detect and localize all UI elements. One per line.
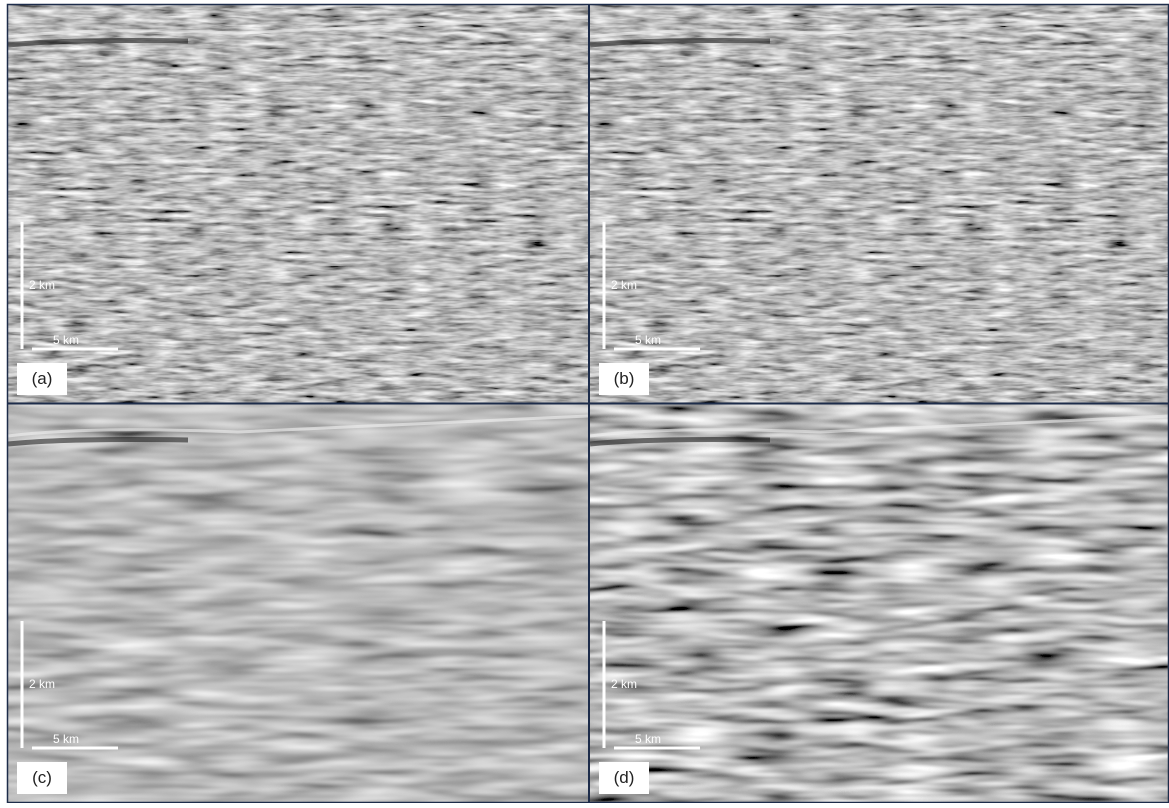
figure: 2 km 5 km (a) 2 km 5 km (b) 2 km 5 km (c) 2 km 5 k… (0, 0, 1169, 803)
panel-label: (b) (614, 369, 635, 388)
vertical-scale-label: 2 km (611, 677, 637, 691)
seismic-panel: 2 km 5 km (a) (8, 5, 588, 403)
seismic-panel: 2 km 5 km (b) (590, 5, 1169, 403)
panel-label: (a) (32, 369, 53, 388)
panel-label: (d) (614, 768, 635, 787)
horizontal-scale-label: 5 km (53, 732, 79, 746)
panel-label: (c) (32, 768, 52, 787)
horizontal-scale-label: 5 km (635, 333, 661, 347)
vertical-scale-label: 2 km (611, 278, 637, 292)
horizontal-scale-label: 5 km (53, 333, 79, 347)
horizontal-scale-label: 5 km (635, 732, 661, 746)
seismic-panel: 2 km 5 km (d) (590, 404, 1169, 803)
seismic-image (590, 404, 1169, 803)
vertical-scale-label: 2 km (29, 677, 55, 691)
seismic-panel: 2 km 5 km (c) (8, 404, 588, 803)
seismic-image (8, 5, 588, 403)
seismic-image (8, 404, 588, 803)
vertical-scale-label: 2 km (29, 278, 55, 292)
seismic-image (590, 5, 1169, 403)
